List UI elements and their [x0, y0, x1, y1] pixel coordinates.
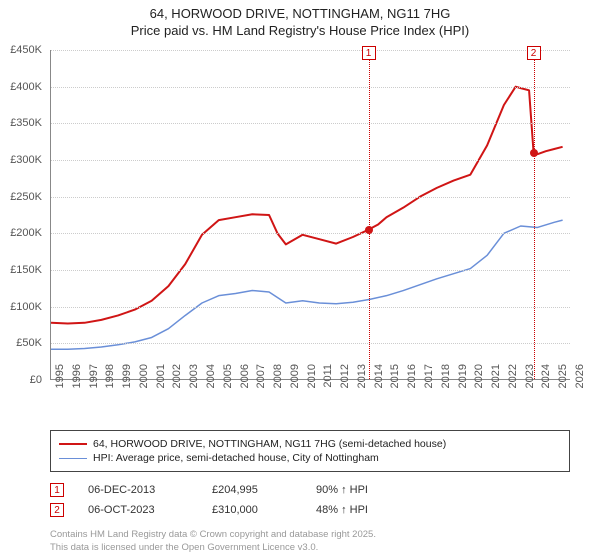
title-address: 64, HORWOOD DRIVE, NOTTINGHAM, NG11 7HG [0, 6, 600, 23]
x-axis-label: 2014 [373, 364, 385, 404]
x-axis-label: 2020 [473, 364, 485, 404]
y-axis-label: £350K [0, 117, 42, 129]
gridline [51, 87, 570, 88]
x-axis-label: 2008 [272, 364, 284, 404]
x-axis-label: 2002 [171, 364, 183, 404]
gridline [51, 343, 570, 344]
event-line [369, 50, 370, 379]
x-axis-label: 2007 [255, 364, 267, 404]
legend-row: 64, HORWOOD DRIVE, NOTTINGHAM, NG11 7HG … [59, 437, 561, 451]
event-badge: 1 [362, 46, 376, 60]
x-axis-label: 2018 [440, 364, 452, 404]
x-axis-label: 2012 [339, 364, 351, 404]
sale-date: 06-OCT-2023 [88, 504, 188, 516]
legend-label: 64, HORWOOD DRIVE, NOTTINGHAM, NG11 7HG … [93, 438, 446, 450]
sale-date: 06-DEC-2013 [88, 484, 188, 496]
x-axis-label: 2010 [306, 364, 318, 404]
x-axis-label: 1997 [88, 364, 100, 404]
x-axis-label: 2009 [289, 364, 301, 404]
gridline [51, 307, 570, 308]
x-axis-label: 2004 [205, 364, 217, 404]
x-axis-label: 1995 [54, 364, 66, 404]
sale-price: £310,000 [212, 504, 292, 516]
x-axis-label: 2006 [239, 364, 251, 404]
x-axis-label: 2011 [322, 364, 334, 404]
legend-label: HPI: Average price, semi-detached house,… [93, 452, 379, 464]
y-axis-label: £250K [0, 191, 42, 203]
sale-row: 1 06-DEC-2013 £204,995 90% ↑ HPI [50, 480, 570, 500]
chart: 12 £0£50K£100K£150K£200K£250K£300K£350K£… [0, 40, 600, 420]
legend-swatch [59, 458, 87, 459]
gridline [51, 197, 570, 198]
gridline [51, 160, 570, 161]
legend-row: HPI: Average price, semi-detached house,… [59, 451, 561, 465]
series-hpi [51, 220, 563, 349]
x-axis-label: 2003 [188, 364, 200, 404]
chart-title-block: 64, HORWOOD DRIVE, NOTTINGHAM, NG11 7HG … [0, 0, 600, 42]
x-axis-label: 2017 [423, 364, 435, 404]
x-axis-label: 1996 [71, 364, 83, 404]
y-axis-label: £100K [0, 301, 42, 313]
y-axis-label: £0 [0, 374, 42, 386]
chart-lines [51, 50, 571, 380]
x-axis-label: 2026 [574, 364, 586, 404]
copyright-line2: This data is licensed under the Open Gov… [50, 542, 570, 554]
x-axis-label: 2019 [457, 364, 469, 404]
x-axis-label: 2005 [222, 364, 234, 404]
x-axis-label: 1999 [121, 364, 133, 404]
y-axis-label: £200K [0, 227, 42, 239]
gridline [51, 233, 570, 234]
x-axis-label: 2022 [507, 364, 519, 404]
x-axis-label: 2021 [490, 364, 502, 404]
gridline [51, 270, 570, 271]
gridline [51, 123, 570, 124]
x-axis-label: 2015 [389, 364, 401, 404]
y-axis-label: £400K [0, 81, 42, 93]
plot-area: 12 [50, 50, 570, 380]
event-marker [365, 226, 373, 234]
x-axis-label: 2025 [557, 364, 569, 404]
gridline [51, 50, 570, 51]
y-axis-label: £300K [0, 154, 42, 166]
copyright-line1: Contains HM Land Registry data © Crown c… [50, 529, 570, 541]
event-badge: 2 [527, 46, 541, 60]
sale-badge: 2 [50, 503, 64, 517]
legend: 64, HORWOOD DRIVE, NOTTINGHAM, NG11 7HG … [50, 430, 570, 472]
legend-block: 64, HORWOOD DRIVE, NOTTINGHAM, NG11 7HG … [50, 430, 570, 520]
title-subtitle: Price paid vs. HM Land Registry's House … [0, 23, 600, 40]
x-axis-label: 2001 [155, 364, 167, 404]
sale-pct: 48% ↑ HPI [316, 504, 406, 516]
event-marker [530, 149, 538, 157]
legend-swatch [59, 443, 87, 445]
y-axis-label: £150K [0, 264, 42, 276]
x-axis-label: 1998 [104, 364, 116, 404]
copyright: Contains HM Land Registry data © Crown c… [50, 529, 570, 554]
x-axis-label: 2023 [524, 364, 536, 404]
sale-row: 2 06-OCT-2023 £310,000 48% ↑ HPI [50, 500, 570, 520]
x-axis-label: 2024 [540, 364, 552, 404]
x-axis-label: 2013 [356, 364, 368, 404]
series-property [51, 87, 563, 324]
sale-badge: 1 [50, 483, 64, 497]
sale-pct: 90% ↑ HPI [316, 484, 406, 496]
x-axis-label: 2016 [406, 364, 418, 404]
x-axis-label: 2000 [138, 364, 150, 404]
sale-price: £204,995 [212, 484, 292, 496]
event-line [534, 50, 535, 379]
y-axis-label: £450K [0, 44, 42, 56]
y-axis-label: £50K [0, 337, 42, 349]
sales-table: 1 06-DEC-2013 £204,995 90% ↑ HPI 2 06-OCT-202… [50, 480, 570, 520]
